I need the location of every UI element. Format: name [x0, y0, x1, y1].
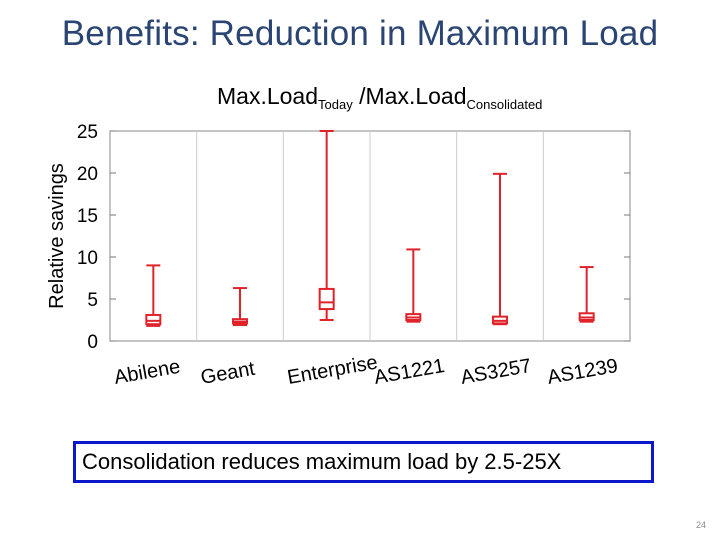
- y-tick-label: 20: [77, 164, 98, 185]
- y-tick-label: 0: [87, 332, 98, 353]
- x-tick-label: AS1239: [546, 355, 620, 389]
- box-as1239: [578, 266, 595, 323]
- box-abilene: [145, 264, 162, 327]
- x-tick-label: Enterprise: [286, 351, 380, 388]
- iqr-box: [318, 287, 335, 311]
- y-tick-label: 10: [77, 248, 98, 269]
- conclusion-box: Consolidation reduces maximum load by 2.…: [73, 441, 654, 483]
- iqr-box: [145, 313, 162, 326]
- conclusion-text: Consolidation reduces maximum load by 2.…: [82, 449, 562, 474]
- y-tick-label: 25: [77, 122, 98, 143]
- x-tick-label: AS3257: [459, 355, 533, 389]
- y-tick-label: 15: [77, 206, 98, 227]
- box-geant: [232, 287, 248, 327]
- slide-number: 24: [695, 520, 706, 530]
- box-enterprise: [318, 130, 335, 321]
- formula-separator: /: [352, 83, 366, 109]
- formula-denominator: Max.Load: [365, 83, 467, 109]
- x-tick-label: Abilene: [112, 356, 182, 389]
- formula-numerator: Max.Load: [217, 83, 319, 109]
- box-as3257: [492, 172, 508, 326]
- boxplot-chart: 0 5 10 15 20 25 Relative savings Abilene Geant En…: [46, 122, 631, 389]
- formula-numerator-sub: Today: [318, 97, 353, 112]
- y-tick-label: 5: [87, 290, 98, 311]
- formula: Max.LoadToday /Max.LoadConsolidated: [217, 83, 542, 112]
- y-axis-label: Relative savings: [46, 163, 68, 309]
- formula-denominator-sub: Consolidated: [466, 97, 543, 112]
- x-tick-label: AS1221: [372, 355, 446, 389]
- x-tick-label: Geant: [199, 358, 257, 389]
- box-as1221: [405, 248, 422, 323]
- slide-title: Benefits: Reduction in Maximum Load: [61, 14, 659, 53]
